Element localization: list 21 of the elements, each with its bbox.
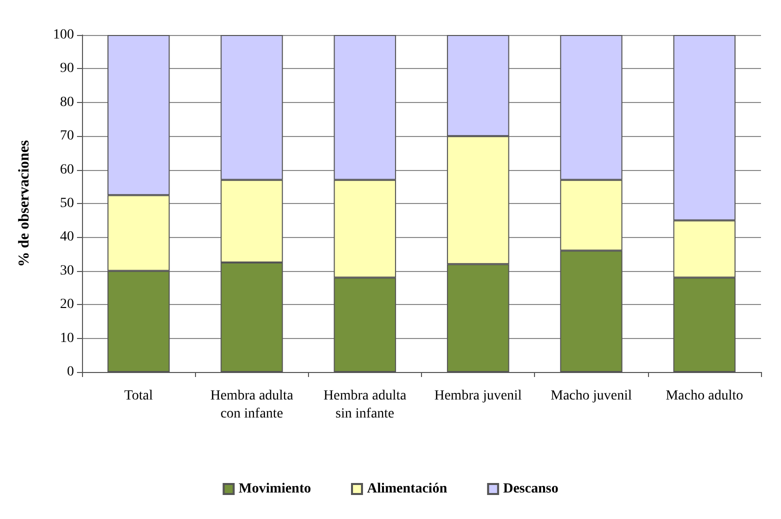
x-tick-label: Hembra adulta sin infante bbox=[324, 388, 408, 422]
y-tick-label: 70 bbox=[60, 128, 74, 144]
y-axis-title: % de observaciones bbox=[16, 140, 32, 267]
legend-label: Descanso bbox=[503, 482, 558, 496]
y-tick-label: 20 bbox=[60, 297, 74, 312]
x-tick-label: Hembra adulta con infante bbox=[210, 388, 294, 422]
y-tick-label: 0 bbox=[67, 364, 74, 380]
y-tick-label: 10 bbox=[60, 330, 74, 346]
x-tick-label: Macho adulto bbox=[666, 388, 744, 404]
legend-label: Movimiento bbox=[238, 482, 312, 496]
x-tick-label: Hembra juvenil bbox=[434, 388, 522, 404]
x-tick-label: Total bbox=[124, 388, 153, 404]
y-tick-label: 50 bbox=[60, 196, 74, 211]
legend-label: Alimentación bbox=[366, 482, 448, 496]
y-tick-label: 100 bbox=[53, 28, 74, 42]
y-tick-label: 80 bbox=[60, 94, 74, 110]
x-tick-label: Macho juvenil bbox=[550, 388, 632, 404]
y-tick-label: 90 bbox=[60, 61, 74, 76]
y-tick-label: 40 bbox=[60, 230, 74, 245]
y-tick-label: 30 bbox=[60, 263, 74, 278]
y-tick-label: 60 bbox=[60, 162, 74, 178]
